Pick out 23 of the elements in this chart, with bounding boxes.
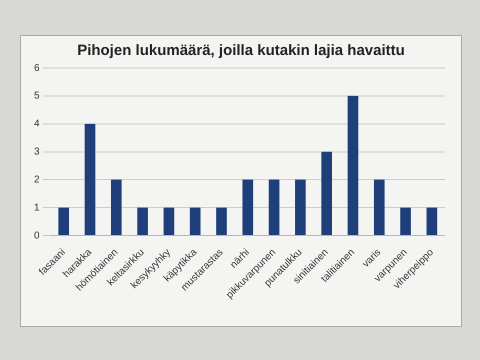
bar [137, 208, 148, 236]
bar [84, 124, 96, 236]
bar [295, 180, 306, 236]
y-tick-label: 1 [34, 202, 40, 214]
bar [348, 96, 358, 236]
y-tick-label: 4 [34, 118, 40, 130]
bar [374, 180, 385, 236]
y-tick-label: 3 [34, 146, 40, 158]
chart-title: Pihojen lukumäärä, joilla kutakin lajia havaittu [76, 42, 406, 59]
bar [58, 208, 70, 236]
bar [110, 180, 122, 236]
bar [190, 208, 201, 236]
bar [400, 208, 411, 236]
y-tick-label: 5 [34, 90, 40, 102]
y-tick-label: 6 [34, 62, 40, 74]
bar [242, 180, 254, 236]
bar [426, 208, 438, 236]
bar [268, 180, 280, 236]
y-tick-label: 0 [34, 230, 40, 242]
bar [164, 208, 174, 236]
bar [321, 152, 332, 236]
bar [216, 208, 227, 236]
y-tick-label: 2 [34, 174, 40, 186]
